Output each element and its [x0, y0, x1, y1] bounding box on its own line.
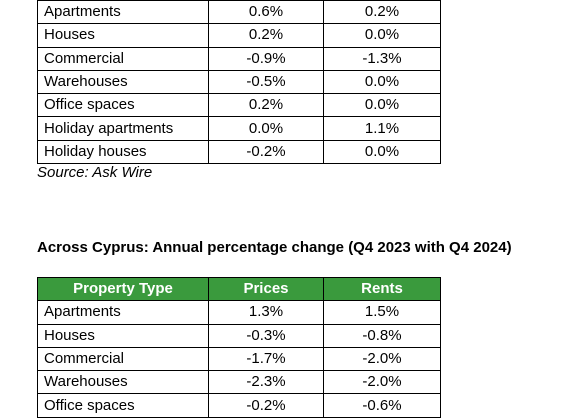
- table-row: Holiday apartments 0.0% 1.1%: [37, 116, 441, 141]
- table-cell: -0.5%: [208, 69, 324, 95]
- table-cell: -2.0%: [323, 370, 441, 395]
- table-row: Warehouses -2.3% -2.0%: [37, 370, 441, 395]
- header-cell: Rents: [323, 276, 441, 302]
- table-bottom: Property Type Prices Rents Apartments 1.3% 1.…: [37, 276, 441, 418]
- table-cell: Houses: [37, 23, 209, 48]
- table-cell: -0.8%: [323, 323, 441, 348]
- table-cell: Warehouses: [37, 69, 209, 95]
- table-cell: -0.9%: [208, 46, 324, 71]
- table-cell: 0.2%: [208, 23, 324, 48]
- table-cell: -2.3%: [208, 370, 324, 395]
- table-cell: 1.5%: [323, 300, 441, 325]
- header-row: Property Type Prices Rents: [37, 276, 441, 302]
- table-row: Apartments 1.3% 1.5%: [37, 300, 441, 325]
- table-row: Office spaces 0.2% 0.0%: [37, 93, 441, 118]
- table-title: Across Cyprus: Annual percentage change …: [37, 239, 512, 256]
- table-cell: 0.6%: [208, 0, 324, 25]
- table-row: Holiday houses -0.2% 0.0%: [37, 139, 441, 165]
- table-cell: -1.3%: [323, 46, 441, 71]
- table-cell: 0.0%: [208, 116, 324, 141]
- table-cell: 0.0%: [323, 69, 441, 95]
- table-cell: Commercial: [37, 46, 209, 71]
- table-cell: -0.2%: [208, 139, 324, 165]
- table-cell: Holiday apartments: [37, 116, 209, 141]
- table-cell: Warehouses: [37, 370, 209, 395]
- table-cell: 0.2%: [208, 93, 324, 118]
- header-cell: Property Type: [37, 276, 209, 302]
- table-cell: Apartments: [37, 0, 209, 25]
- header-cell: Prices: [208, 276, 324, 302]
- table-row: Houses -0.3% -0.8%: [37, 323, 441, 348]
- table-cell: 0.0%: [323, 93, 441, 118]
- table-cell: 0.2%: [323, 0, 441, 25]
- table-cell: 1.3%: [208, 300, 324, 325]
- table-row: Warehouses -0.5% 0.0%: [37, 69, 441, 95]
- table-row: Apartments 0.6% 0.2%: [37, 0, 441, 25]
- table-cell: -0.3%: [208, 323, 324, 348]
- table-cell: -1.7%: [208, 346, 324, 372]
- table-cell: 1.1%: [323, 116, 441, 141]
- table-cell: Office spaces: [37, 93, 209, 118]
- table-cell: 0.0%: [323, 139, 441, 165]
- table-cell: Apartments: [37, 300, 209, 325]
- table-cell: Holiday houses: [37, 139, 209, 165]
- table-cell: -2.0%: [323, 346, 441, 372]
- table-top: Apartments 0.6% 0.2% Houses 0.2% 0.0% Commerci…: [37, 0, 441, 165]
- table-row: Houses 0.2% 0.0%: [37, 23, 441, 48]
- source-note: Source: Ask Wire: [37, 164, 153, 181]
- table-cell: Houses: [37, 323, 209, 348]
- table-cell: 0.0%: [323, 23, 441, 48]
- table-row: Commercial -1.7% -2.0%: [37, 346, 441, 372]
- table-cell: Commercial: [37, 346, 209, 372]
- table-row: Commercial -0.9% -1.3%: [37, 46, 441, 71]
